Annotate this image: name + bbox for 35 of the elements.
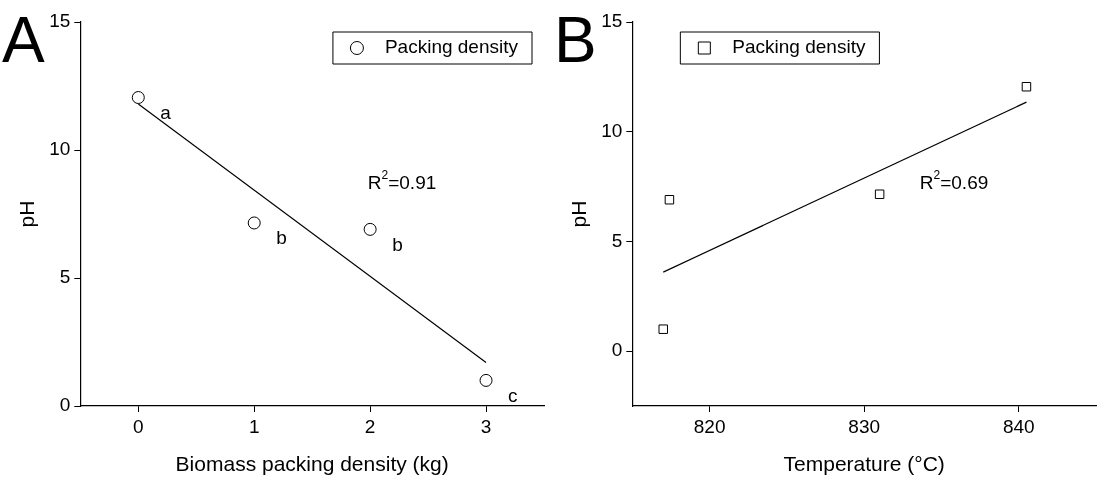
point <box>658 324 668 334</box>
y-tick-label: 15 <box>49 10 71 32</box>
y-tick-label: 5 <box>59 266 71 288</box>
x-tick-label: 830 <box>848 415 881 437</box>
point <box>363 222 377 236</box>
x-axis-title: Temperature (°C) <box>783 452 945 476</box>
legend-label: Packing density <box>732 36 866 58</box>
chart-title: B <box>554 3 597 76</box>
y-tick-label: 0 <box>611 339 623 361</box>
point <box>247 216 261 230</box>
annotation: b <box>392 233 403 255</box>
legend-label: Packing density <box>384 36 519 58</box>
y-axis-title: pH <box>567 200 591 228</box>
x-tick-label: 840 <box>1002 415 1035 437</box>
point <box>1021 81 1032 92</box>
y-tick-label: 5 <box>611 229 623 251</box>
point <box>479 373 493 387</box>
point <box>664 195 675 205</box>
y-tick-label: 10 <box>601 119 623 141</box>
annotation: a <box>160 101 172 123</box>
point <box>874 189 885 199</box>
x-tick-label: 1 <box>248 415 260 437</box>
annotation: c <box>508 384 518 406</box>
y-tick-label: 0 <box>59 394 71 416</box>
y-axis-title: pH <box>15 200 39 228</box>
y-tick-label: 10 <box>49 138 71 160</box>
annotation: b <box>276 227 287 249</box>
chart-title: A <box>2 3 45 76</box>
point <box>131 91 145 105</box>
x-tick-label: 2 <box>364 415 376 437</box>
x-tick-label: 3 <box>480 415 492 437</box>
x-tick-label: 820 <box>693 415 726 437</box>
y-tick-label: 15 <box>601 10 623 32</box>
x-tick-label: 0 <box>133 415 144 437</box>
x-axis-title: Biomass packing density (kg) <box>175 452 449 476</box>
